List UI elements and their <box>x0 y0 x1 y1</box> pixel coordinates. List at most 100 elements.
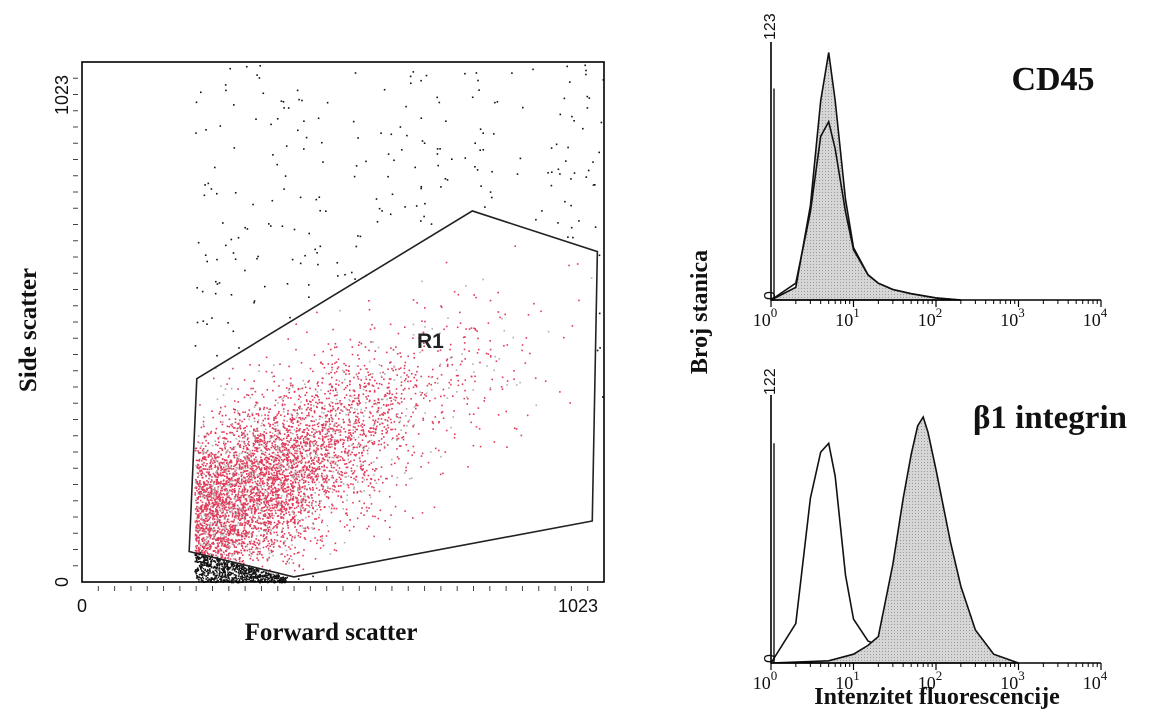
scatter-point <box>279 462 282 464</box>
scatter-point <box>327 343 330 345</box>
scatter-point <box>365 368 367 370</box>
scatter-point <box>313 420 315 423</box>
scatter-point <box>304 429 306 431</box>
scatter-point <box>235 500 237 503</box>
scatter-point <box>244 488 246 490</box>
scatter-point <box>412 425 414 428</box>
scatter-point <box>390 347 392 349</box>
scatter-point <box>259 512 262 514</box>
scatter-point <box>204 490 206 493</box>
scatter-point <box>218 574 220 577</box>
scatter-point <box>234 409 236 411</box>
scatter-point <box>337 406 340 409</box>
scatter-point <box>407 420 410 423</box>
scatter-point <box>388 393 390 395</box>
scatter-point <box>290 397 292 399</box>
scatter-point <box>207 481 210 483</box>
scatter-point <box>383 395 386 398</box>
scatter-point <box>482 278 484 281</box>
scatter-point <box>461 360 463 363</box>
scatter-point <box>361 426 364 428</box>
scatter-point <box>275 531 278 534</box>
scatter-point <box>198 467 201 469</box>
scatter-point <box>317 475 320 477</box>
scatter-point <box>297 457 299 460</box>
scatter-point <box>283 415 286 418</box>
scatter-point <box>326 474 328 476</box>
scatter-point <box>243 527 246 529</box>
scatter-point <box>227 464 229 466</box>
scatter-point <box>222 437 224 439</box>
scatter-point <box>266 506 269 509</box>
scatter-point <box>501 317 503 320</box>
scatter-point <box>194 569 197 571</box>
scatter-point <box>357 412 359 415</box>
scatter-point <box>201 533 203 535</box>
scatter-point <box>311 481 314 484</box>
scatter-point <box>376 457 378 459</box>
scatter-point <box>420 394 422 396</box>
scatter-point <box>258 407 261 409</box>
scatter-point <box>272 474 274 477</box>
scatter-point <box>318 494 320 496</box>
scatter-point <box>223 463 226 466</box>
scatter-point <box>303 488 306 490</box>
scatter-point <box>332 461 334 464</box>
scatter-point <box>368 507 370 509</box>
scatter-point <box>342 442 345 444</box>
scatter-point <box>219 472 222 474</box>
scatter-point <box>434 416 437 418</box>
scatter-point <box>248 418 250 421</box>
scatter-point <box>407 355 409 358</box>
scatter-point <box>267 417 270 420</box>
scatter-point <box>283 470 285 472</box>
scatter-point <box>206 432 209 435</box>
scatter-point <box>330 464 332 467</box>
scatter-point <box>476 352 479 354</box>
scatter-point <box>427 461 430 464</box>
scatter-point <box>397 401 399 404</box>
scatter-point <box>210 481 212 483</box>
scatter-point <box>384 373 386 375</box>
scatter-point <box>376 421 379 423</box>
scatter-point <box>377 409 379 412</box>
scatter-point <box>198 458 201 461</box>
scatter-point <box>254 390 257 393</box>
scatter-point <box>303 429 305 431</box>
scatter-point <box>352 400 354 402</box>
scatter-point <box>209 508 211 510</box>
scatter-point <box>332 443 334 446</box>
scatter-point <box>302 379 304 382</box>
scatter-point <box>336 367 339 370</box>
scatter-point <box>246 415 249 417</box>
scatter-point <box>200 533 202 536</box>
scatter-point <box>218 441 220 443</box>
scatter-point <box>242 488 244 491</box>
scatter-point <box>257 475 260 478</box>
scatter-point <box>260 467 263 469</box>
scatter-point <box>251 471 254 474</box>
scatter-point <box>321 435 324 438</box>
scatter-point <box>256 430 259 432</box>
scatter-point <box>240 549 242 552</box>
scatter-point <box>231 526 234 529</box>
scatter-point <box>201 540 204 542</box>
scatter-point <box>240 452 243 454</box>
scatter-point <box>203 542 205 545</box>
scatter-point <box>239 517 241 520</box>
scatter-point <box>277 470 279 472</box>
scatter-point <box>348 420 351 422</box>
scatter-point <box>263 466 266 469</box>
scatter-point <box>286 521 289 524</box>
scatter-point <box>228 552 230 555</box>
scatter-point <box>240 475 243 478</box>
scatter-point <box>299 508 302 511</box>
scatter-point <box>305 436 307 438</box>
scatter-point <box>246 520 249 522</box>
scatter-point <box>234 532 236 535</box>
scatter-point <box>326 432 328 435</box>
scatter-point <box>415 385 418 388</box>
scatter-point <box>313 396 316 399</box>
scatter-point <box>248 449 250 451</box>
scatter-point <box>315 441 318 443</box>
